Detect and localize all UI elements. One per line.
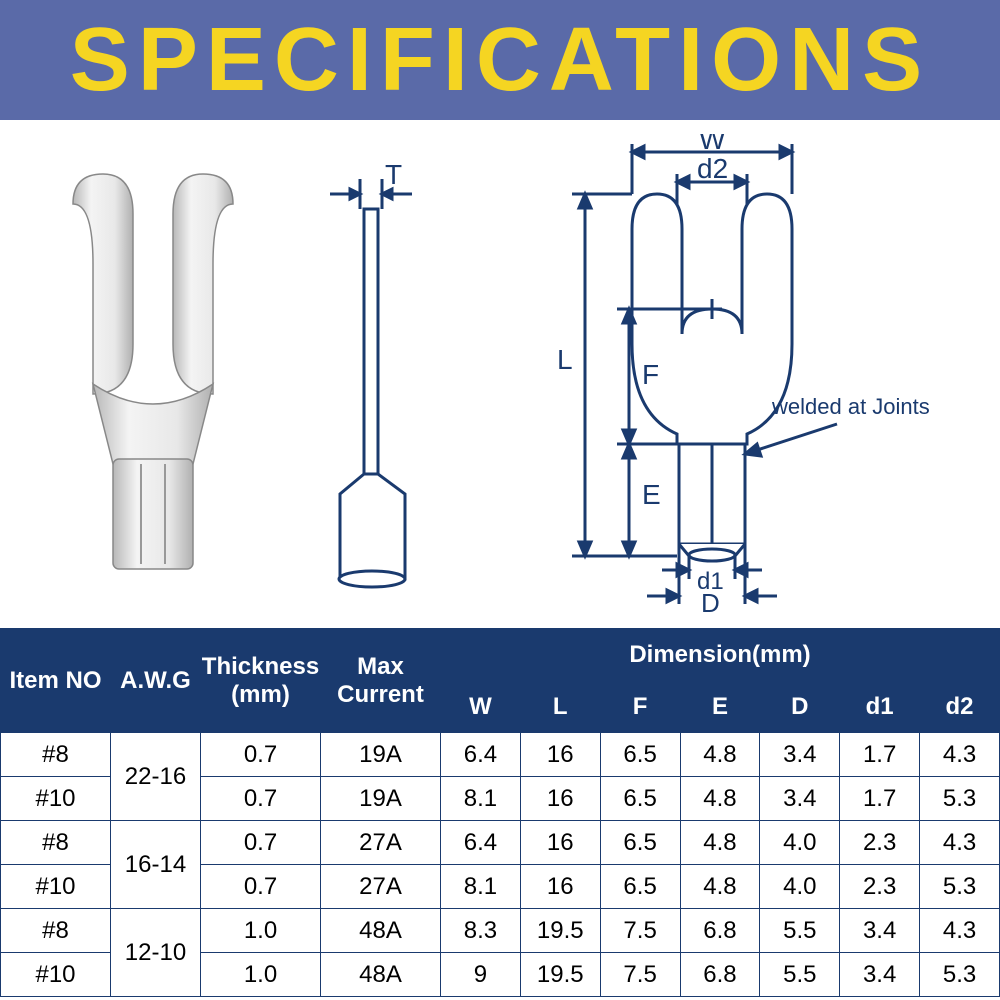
cell-item: #10 (1, 865, 111, 909)
cell-L: 16 (520, 777, 600, 821)
dim-label-F: F (642, 359, 659, 390)
page-title: SPECIFICATIONS (70, 9, 930, 112)
cell-E: 6.8 (680, 953, 760, 997)
cell-W: 6.4 (441, 821, 521, 865)
th-E: E (680, 681, 760, 733)
cell-W: 6.4 (441, 733, 521, 777)
th-L: L (520, 681, 600, 733)
cell-thickness: 0.7 (201, 865, 321, 909)
dim-label-W: W (699, 134, 726, 155)
dim-label-T: T (385, 159, 402, 190)
cell-W: 8.3 (441, 909, 521, 953)
cell-thickness: 0.7 (201, 821, 321, 865)
table-row: #822-160.719A6.4166.54.83.41.74.3 (1, 733, 1000, 777)
cell-d1: 2.3 (840, 865, 920, 909)
cell-current: 19A (321, 777, 441, 821)
front-view-diagram: W d2 L F E d1 D welded at Joints (517, 134, 957, 614)
cell-E: 4.8 (680, 821, 760, 865)
cell-d2: 4.3 (920, 821, 1000, 865)
cell-E: 4.8 (680, 865, 760, 909)
th-thickness: Thickness (mm) (201, 629, 321, 733)
th-d1: d1 (840, 681, 920, 733)
cell-d1: 3.4 (840, 909, 920, 953)
cell-d1: 2.3 (840, 821, 920, 865)
diagram-area: T (0, 120, 1000, 628)
th-dimension: Dimension(mm) (441, 629, 1000, 681)
side-view-diagram: T (310, 154, 470, 594)
cell-F: 6.5 (600, 865, 680, 909)
cell-current: 48A (321, 909, 441, 953)
product-photo (43, 164, 263, 584)
table-row: #816-140.727A6.4166.54.84.02.34.3 (1, 821, 1000, 865)
cell-awg: 16-14 (111, 821, 201, 909)
cell-item: #8 (1, 821, 111, 865)
table-body: #822-160.719A6.4166.54.83.41.74.3#100.71… (1, 733, 1000, 997)
annotation-welded: welded at Joints (771, 394, 930, 419)
cell-L: 16 (520, 821, 600, 865)
th-F: F (600, 681, 680, 733)
cell-item: #8 (1, 733, 111, 777)
cell-thickness: 0.7 (201, 733, 321, 777)
table-header: Item NO A.W.G Thickness (mm) Max Current… (1, 629, 1000, 733)
cell-L: 19.5 (520, 909, 600, 953)
cell-current: 48A (321, 953, 441, 997)
th-current: Max Current (321, 629, 441, 733)
th-item: Item NO (1, 629, 111, 733)
cell-D: 5.5 (760, 909, 840, 953)
table-row: #812-101.048A8.319.57.56.85.53.44.3 (1, 909, 1000, 953)
cell-current: 27A (321, 865, 441, 909)
cell-thickness: 1.0 (201, 909, 321, 953)
cell-L: 19.5 (520, 953, 600, 997)
cell-W: 9 (441, 953, 521, 997)
cell-awg: 22-16 (111, 733, 201, 821)
cell-d2: 5.3 (920, 777, 1000, 821)
cell-item: #8 (1, 909, 111, 953)
cell-d1: 1.7 (840, 733, 920, 777)
cell-D: 4.0 (760, 821, 840, 865)
cell-F: 7.5 (600, 909, 680, 953)
th-d2: d2 (920, 681, 1000, 733)
cell-current: 19A (321, 733, 441, 777)
cell-d2: 5.3 (920, 953, 1000, 997)
th-D: D (760, 681, 840, 733)
cell-W: 8.1 (441, 865, 521, 909)
cell-thickness: 0.7 (201, 777, 321, 821)
cell-item: #10 (1, 777, 111, 821)
cell-W: 8.1 (441, 777, 521, 821)
cell-thickness: 1.0 (201, 953, 321, 997)
cell-D: 5.5 (760, 953, 840, 997)
cell-awg: 12-10 (111, 909, 201, 997)
cell-d1: 1.7 (840, 777, 920, 821)
cell-F: 6.5 (600, 733, 680, 777)
cell-d2: 4.3 (920, 909, 1000, 953)
cell-D: 3.4 (760, 777, 840, 821)
cell-D: 3.4 (760, 733, 840, 777)
cell-item: #10 (1, 953, 111, 997)
cell-d2: 4.3 (920, 733, 1000, 777)
th-awg: A.W.G (111, 629, 201, 733)
cell-E: 6.8 (680, 909, 760, 953)
cell-L: 16 (520, 865, 600, 909)
cell-L: 16 (520, 733, 600, 777)
title-banner: SPECIFICATIONS (0, 0, 1000, 120)
cell-current: 27A (321, 821, 441, 865)
dim-label-E: E (642, 479, 661, 510)
spec-table: Item NO A.W.G Thickness (mm) Max Current… (0, 628, 1000, 997)
dim-label-D: D (701, 588, 720, 614)
cell-F: 7.5 (600, 953, 680, 997)
cell-D: 4.0 (760, 865, 840, 909)
cell-F: 6.5 (600, 821, 680, 865)
cell-F: 6.5 (600, 777, 680, 821)
cell-E: 4.8 (680, 777, 760, 821)
dim-label-d2: d2 (697, 153, 728, 184)
dim-label-L: L (557, 344, 573, 375)
th-W: W (441, 681, 521, 733)
cell-d1: 3.4 (840, 953, 920, 997)
cell-d2: 5.3 (920, 865, 1000, 909)
cell-E: 4.8 (680, 733, 760, 777)
